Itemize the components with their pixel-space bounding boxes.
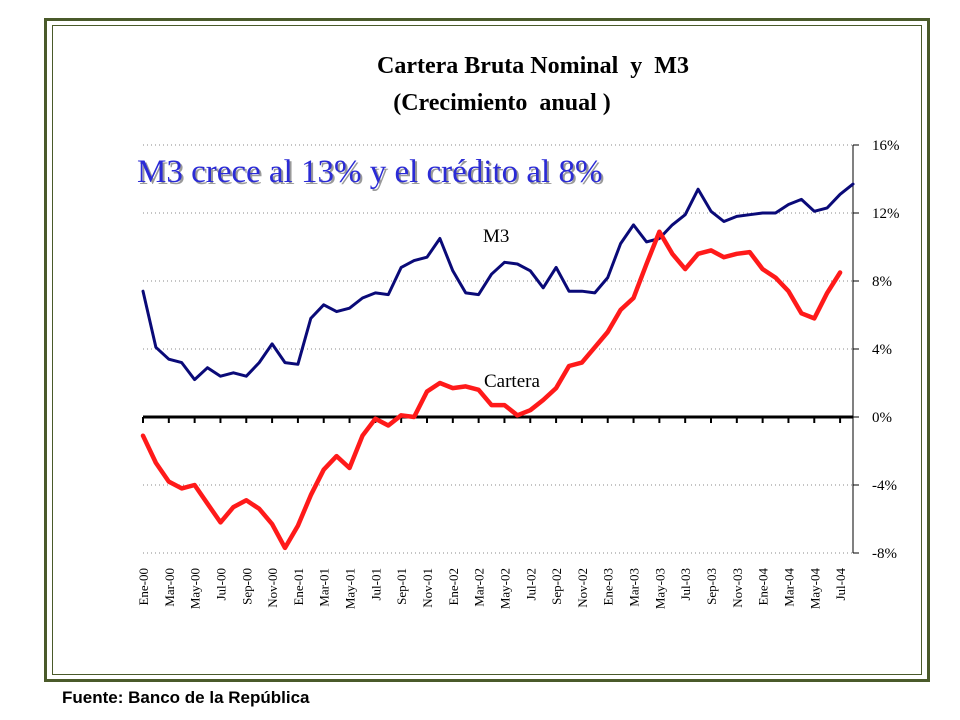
x-tick-label: Jul-02 [523, 568, 538, 601]
grid [143, 144, 853, 554]
series-line-m3 [141, 182, 855, 382]
x-tick-label: Sep-00 [239, 568, 254, 605]
y-tick-label: -8% [872, 546, 897, 562]
y-tick-label: 12% [872, 206, 900, 222]
x-tick-label: Mar-00 [162, 568, 177, 607]
x-tick-label: Sep-01 [394, 568, 409, 605]
x-tick-label: Mar-04 [781, 568, 796, 607]
series-group [140, 182, 855, 551]
x-tick-label: May-03 [652, 568, 667, 609]
y-tick-label: 16% [872, 138, 900, 154]
chart-subtitle: (Crecimiento anual ) [393, 90, 611, 116]
outer-frame [44, 18, 930, 682]
x-tick-label: Ene-04 [756, 568, 771, 606]
series-label-cartera: Cartera [484, 371, 540, 392]
y-tick-label: 8% [872, 274, 892, 290]
x-tick-label: Ene-02 [446, 568, 461, 606]
x-tick-label: Sep-03 [704, 568, 719, 605]
x-tick-label: Sep-02 [549, 568, 564, 605]
x-tick-label: Ene-00 [136, 568, 151, 606]
y-tick-label: -4% [872, 478, 897, 494]
x-axis: Ene-00 Mar-00 May-00 Jul-00 Sep-00 Nov-00 Ene-… [136, 415, 853, 610]
headline-shadow: M3 crece al 13% y el crédito al 8% [139, 156, 604, 192]
x-tick-label: Mar-02 [472, 568, 487, 607]
x-tick-label: Ene-03 [601, 568, 616, 606]
x-tick-label: Jul-01 [368, 568, 383, 601]
x-tick-label: May-01 [343, 568, 358, 609]
x-tick-label: Jul-04 [833, 568, 848, 601]
x-tick-label: Jul-00 [213, 568, 228, 601]
headline-annotation: M3 crece al 13% y el crédito al 8% [137, 154, 602, 190]
source-note: Fuente: Banco de la República [62, 688, 310, 707]
x-tick-label: Nov-01 [420, 568, 435, 608]
y-axis: -8% -4% 0% 4% 8% 12% 16% [852, 138, 900, 562]
series-label-m3: M3 [483, 226, 509, 247]
x-tick-label: Nov-03 [730, 568, 745, 608]
x-tick-label: Nov-02 [575, 568, 590, 608]
chart-title: Cartera Bruta Nominal y M3 [377, 53, 689, 79]
y-tick-label: 4% [872, 342, 892, 358]
inner-frame [52, 25, 922, 675]
x-tick-label: May-00 [188, 568, 203, 609]
x-tick-label: May-04 [807, 568, 822, 610]
x-tick-label: Nov-00 [265, 568, 280, 608]
x-tick-label: Mar-01 [317, 568, 332, 607]
series-line-cartera [140, 229, 843, 551]
x-tick-label: May-02 [497, 568, 512, 609]
x-tick-label: Jul-03 [678, 568, 693, 601]
x-tick-label: Ene-01 [291, 568, 306, 606]
x-tick-label: Mar-03 [627, 568, 642, 607]
y-tick-label: 0% [872, 410, 892, 426]
